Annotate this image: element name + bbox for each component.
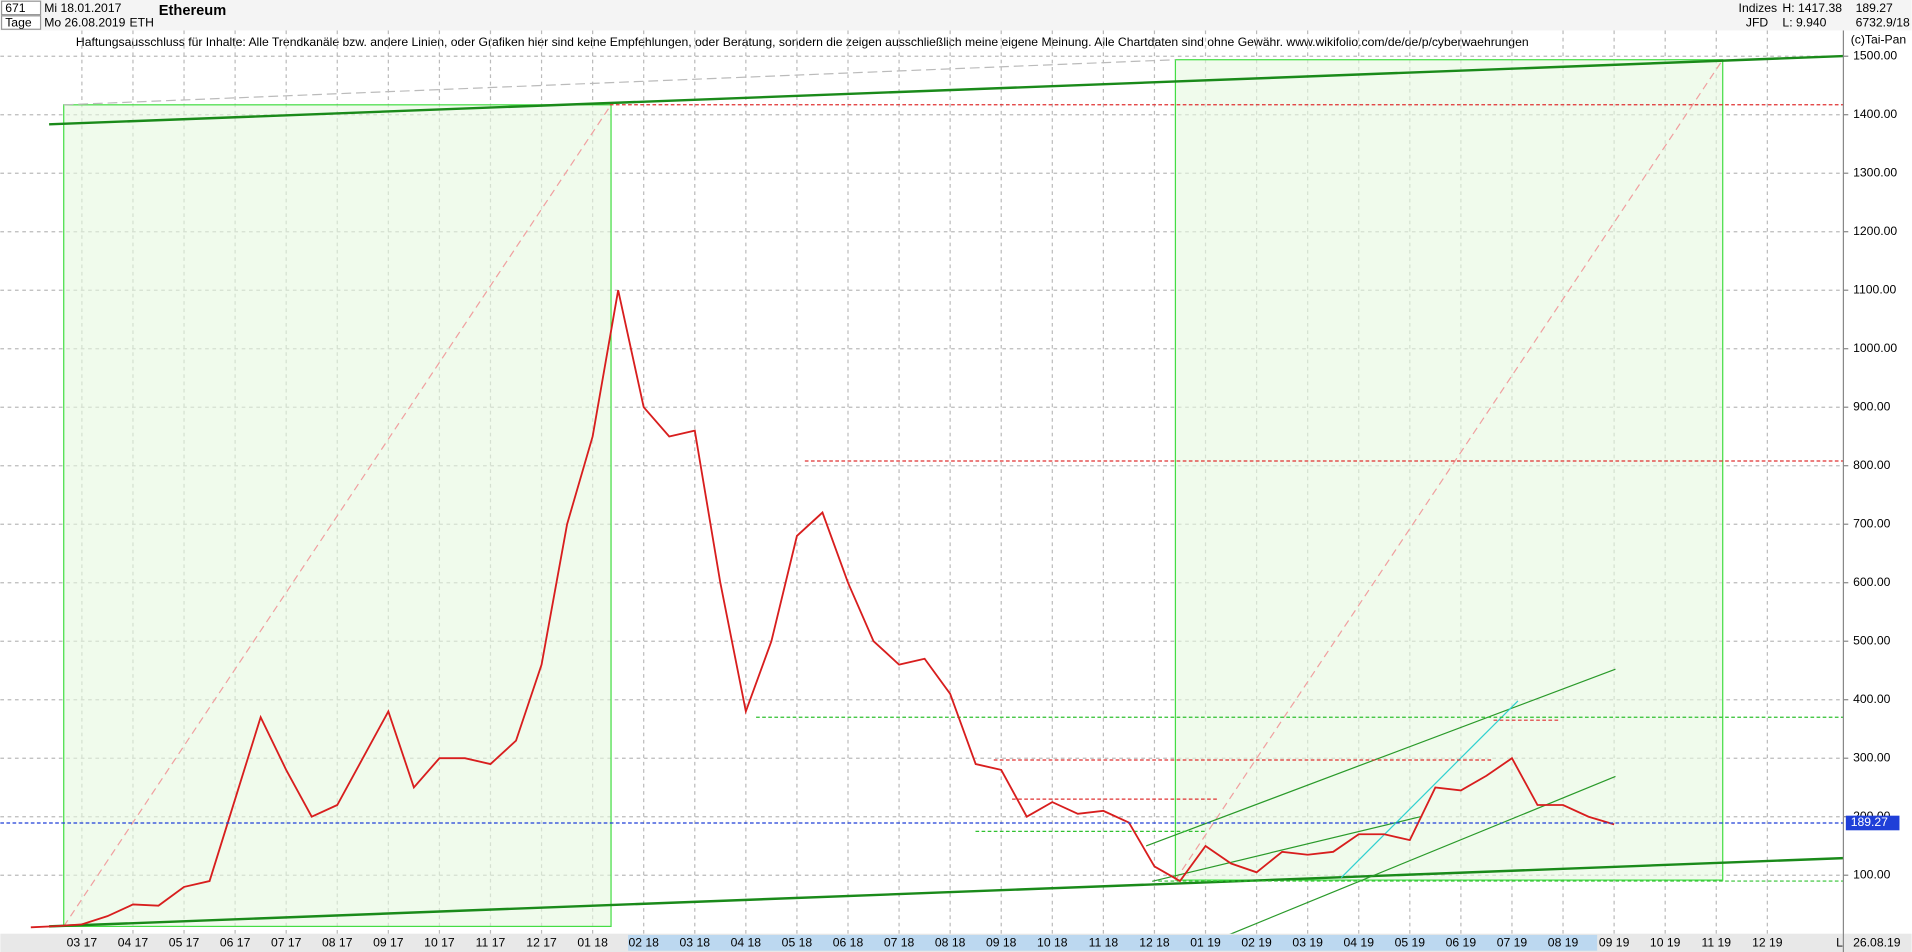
x-axis-range [628, 934, 1598, 951]
last-value-box [1845, 815, 1900, 831]
x-tick-label: 09 17 [373, 936, 404, 950]
price-line [30, 290, 1615, 929]
low: L: 9.940 [1782, 15, 1826, 29]
x-tick-label: 01 18 [577, 936, 608, 950]
x-tick-label: 03 19 [1292, 936, 1323, 950]
x-tick-label: 07 19 [1497, 936, 1528, 950]
y-tick-label: 600.00 [1853, 575, 1890, 589]
x-tick-label: 02 18 [628, 936, 659, 950]
y-tick-label: 100.00 [1853, 867, 1890, 881]
count-box[interactable] [0, 0, 42, 16]
y-tick-label: 900.00 [1853, 399, 1890, 413]
x-tick-label: 10 17 [424, 936, 455, 950]
channel-bottom [49, 856, 1844, 928]
x-tick-label: 05 17 [169, 936, 200, 950]
diagonal [1174, 59, 1724, 881]
x-tick-label: 10 18 [1037, 936, 1068, 950]
last-value-label: 189.27 [1851, 815, 1888, 829]
x-tick-label: 07 17 [271, 936, 302, 950]
x-tick-label: 01 19 [1190, 936, 1221, 950]
trend-line [1145, 668, 1616, 847]
info: 6732.9/18 [1856, 15, 1910, 29]
title: Ethereum [159, 3, 226, 19]
trend-line [1152, 816, 1421, 882]
x-tick-label: 12 18 [1139, 936, 1170, 950]
scale-label: L [1836, 936, 1843, 950]
high: H: 1417.38 [1782, 1, 1842, 15]
y-tick-label: 700.00 [1853, 516, 1890, 530]
count: 671 [5, 1, 26, 15]
y-tick-label: 1300.00 [1853, 165, 1897, 179]
header-bar [0, 0, 1912, 31]
x-tick-label: 08 17 [322, 936, 353, 950]
x-tick-label: 11 19 [1701, 936, 1731, 950]
trend-line [1225, 775, 1616, 937]
x-tick-label: 12 17 [526, 936, 557, 950]
period: Tage [5, 15, 32, 29]
broker: JFD [1746, 15, 1769, 29]
x-tick-label: 03 17 [67, 936, 98, 950]
channel-top [49, 54, 1844, 126]
x-tick-label: 03 18 [680, 936, 711, 950]
x-tick-label: 06 19 [1446, 936, 1477, 950]
copyright: (c)Tai-Pan [1851, 32, 1906, 46]
x-tick-label: 02 19 [1241, 936, 1272, 950]
x-tick-label: 05 19 [1395, 936, 1426, 950]
x-tick-label: 10 19 [1650, 936, 1681, 950]
x-tick-label: 08 18 [935, 936, 966, 950]
last: 189.27 [1856, 1, 1893, 15]
date-from: Mi 18.01.2017 [44, 1, 121, 15]
x-tick-label: 12 19 [1752, 936, 1783, 950]
symbol: ETH [130, 15, 154, 29]
y-tick-label: 1400.00 [1853, 107, 1897, 121]
disclaimer: Haftungsausschluss für Inhalte: Alle Tre… [76, 35, 1529, 49]
y-tick-label: 500.00 [1853, 633, 1890, 647]
x-tick-label: 06 17 [220, 936, 251, 950]
x-tick-label: 11 18 [1089, 936, 1119, 950]
x-tick-label: 09 19 [1599, 936, 1630, 950]
group: Indizes [1739, 1, 1778, 15]
x-tick-label: 11 17 [476, 936, 506, 950]
date-label: 26.08.19 [1853, 936, 1901, 950]
y-tick-label: 1500.00 [1853, 48, 1897, 62]
y-tick-label: 300.00 [1853, 750, 1890, 764]
diagonal [63, 104, 612, 927]
x-tick-label: 08 19 [1548, 936, 1579, 950]
date-to: Mo 26.08.2019 [44, 15, 125, 29]
x-tick-label: 04 19 [1344, 936, 1375, 950]
y-tick-label: 800.00 [1853, 458, 1890, 472]
period-box[interactable] [0, 15, 42, 30]
x-tick-label: 05 18 [782, 936, 813, 950]
dashed-trend [63, 59, 1176, 106]
trend-line [1340, 700, 1519, 879]
y-tick-label: 400.00 [1853, 692, 1890, 706]
y-tick-label: 1200.00 [1853, 224, 1897, 238]
y-tick-label: 1100.00 [1853, 282, 1896, 296]
x-tick-label: 06 18 [833, 936, 864, 950]
x-tick-label: 04 17 [118, 936, 149, 950]
x-tick-label: 04 18 [731, 936, 762, 950]
plot [0, 104, 1844, 929]
y-tick-label: 1000.00 [1853, 341, 1897, 355]
x-tick-label: 07 18 [884, 936, 915, 950]
x-tick-label: 09 18 [986, 936, 1017, 950]
